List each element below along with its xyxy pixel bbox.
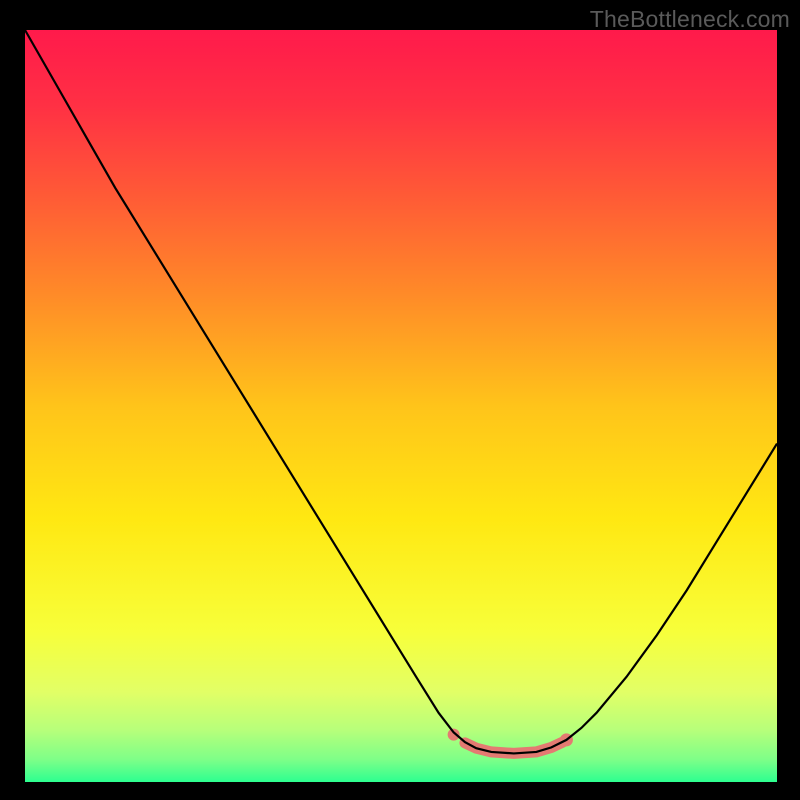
plot-area <box>25 30 777 782</box>
curve-layer <box>25 30 777 782</box>
highlight-band <box>448 729 573 754</box>
chart-canvas: TheBottleneck.com <box>0 0 800 800</box>
bottleneck-curve <box>25 30 777 753</box>
watermark-label: TheBottleneck.com <box>590 6 790 33</box>
